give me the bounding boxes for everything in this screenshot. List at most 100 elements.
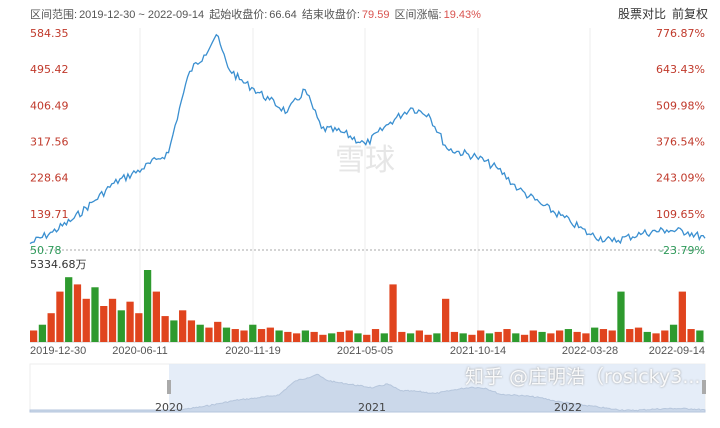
volume-bar <box>345 330 353 342</box>
x-tick: 2022-03-28 <box>562 345 618 357</box>
forward-adjust-button[interactable]: 前复权 <box>671 7 708 21</box>
volume-bar <box>56 291 64 342</box>
range-value: 2019-12-30 ~ 2022-09-14 <box>79 9 205 21</box>
y-tick-right: -23.79% <box>659 244 705 257</box>
volume-bar <box>617 291 625 342</box>
volume-bar <box>669 324 678 342</box>
volume-bar <box>643 331 651 342</box>
volume-bar <box>179 310 187 342</box>
volume-bar <box>100 306 108 342</box>
volume-bar <box>459 333 467 342</box>
navigator-left-handle[interactable] <box>167 380 171 394</box>
volume-bar <box>415 330 423 342</box>
volume-bar <box>468 334 476 342</box>
volume-bar <box>494 331 502 342</box>
volume-bar <box>450 331 459 342</box>
volume-bar <box>143 270 152 342</box>
volume-bar <box>319 334 327 342</box>
volume-bar <box>661 330 669 342</box>
volume-bar <box>687 329 695 342</box>
volume-bar <box>442 298 450 342</box>
x-tick: 2020-06-11 <box>112 345 167 357</box>
zhihu-watermark: 知乎 @庄明浩（rosicky3... <box>465 366 701 388</box>
volume-bar <box>591 327 599 342</box>
volume-bar <box>371 329 380 342</box>
navigator-year: 2021 <box>358 401 386 414</box>
volume-bar <box>310 331 318 342</box>
volume-bar <box>152 291 160 342</box>
volume-bar <box>108 298 117 342</box>
y-tick-left: 495.42 <box>30 63 69 76</box>
y-tick-right: 376.54% <box>656 136 705 149</box>
volume-bar <box>573 331 581 342</box>
y-tick-right: 109.65% <box>656 208 705 221</box>
volume-bar <box>38 324 47 342</box>
y-tick-left: 317.56 <box>30 136 69 149</box>
volume-bar <box>380 333 388 342</box>
volume-bar <box>117 310 125 342</box>
volume-bar <box>477 330 485 342</box>
volume-bar <box>240 330 248 342</box>
y-tick-left: 584.35 <box>30 27 69 40</box>
volume-bar <box>196 324 204 342</box>
volume-bar <box>170 320 178 342</box>
volume-bar <box>424 334 432 342</box>
navigator-year: 2020 <box>155 401 183 414</box>
volume-bar <box>205 327 213 342</box>
start-price-value: 66.64 <box>269 9 297 21</box>
volume-bar <box>301 330 310 342</box>
volume-bar <box>520 334 529 342</box>
volume-bar <box>599 329 608 342</box>
y-tick-right: 509.98% <box>656 99 705 112</box>
volume-bar <box>398 331 406 342</box>
navigator-area <box>29 373 706 413</box>
volume-bar <box>582 333 590 342</box>
volume-bar <box>512 333 520 342</box>
volume-bar <box>73 284 82 342</box>
volume-bar <box>249 324 257 342</box>
volume-bar <box>538 331 546 342</box>
stock-compare-button[interactable]: 股票对比 <box>617 7 666 21</box>
volume-bar <box>135 313 143 342</box>
volume-bar <box>275 330 283 342</box>
volume-bar <box>82 298 90 342</box>
volume-bar <box>503 329 511 342</box>
volume-bar <box>433 333 441 342</box>
volume-bar <box>126 301 134 342</box>
volume-bar <box>336 331 345 342</box>
volume-bar <box>555 330 564 342</box>
volume-bar <box>47 313 55 342</box>
y-tick-right: 776.87% <box>656 27 705 40</box>
y-tick-left: 228.64 <box>30 172 69 185</box>
volume-bar <box>406 333 415 342</box>
volume-bar <box>292 333 301 342</box>
price-line <box>29 33 706 245</box>
volume-bar <box>257 329 266 342</box>
volume-bar <box>161 316 169 342</box>
volume-bar <box>564 329 573 342</box>
x-tick: 2019-12-30 <box>30 345 86 357</box>
navigator-year: 2022 <box>554 401 582 414</box>
volume-bar <box>65 277 73 342</box>
y-tick-left: 50.78 <box>30 244 62 257</box>
navigator-right-handle[interactable] <box>702 380 706 394</box>
y-tick-left: 139.71 <box>30 208 69 221</box>
start-price-label: 起始收盘价: <box>209 9 268 21</box>
x-tick: 2022-09-14 <box>649 345 705 357</box>
change-label: 区间涨幅: <box>394 9 442 21</box>
volume-bar <box>284 331 292 342</box>
volume-bar <box>30 330 38 342</box>
volume-bar <box>547 333 555 342</box>
volume-bar <box>214 321 222 342</box>
y-tick-right: 643.43% <box>656 63 705 76</box>
volume-bar <box>608 330 616 342</box>
volume-bar <box>485 333 494 342</box>
volume-bar <box>354 333 362 342</box>
range-label: 区间范围: <box>30 9 78 21</box>
volume-bar <box>91 287 99 342</box>
volume-bar <box>363 334 371 342</box>
volume-bar <box>696 330 704 342</box>
volume-bar <box>187 320 196 342</box>
x-tick: 2020-11-19 <box>225 345 280 357</box>
